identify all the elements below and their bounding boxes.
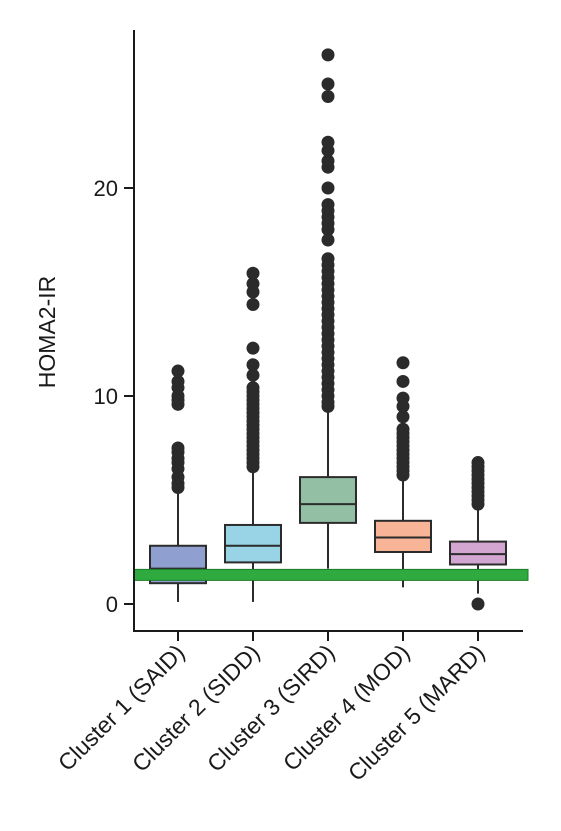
outlier-point xyxy=(171,364,185,378)
y-tick-label: 20 xyxy=(94,176,118,201)
iqr-box xyxy=(449,540,507,566)
outlier-point xyxy=(246,297,260,311)
outlier-point xyxy=(321,77,335,91)
outlier-point xyxy=(321,181,335,195)
box-group-5 xyxy=(449,456,507,611)
outlier-point xyxy=(246,358,260,372)
iqr-box xyxy=(224,523,282,564)
outlier-point xyxy=(246,266,260,280)
box-group-1 xyxy=(149,364,207,602)
boxes-layer xyxy=(149,48,507,611)
outlier-point xyxy=(321,198,335,212)
box-group-2 xyxy=(224,266,282,602)
outlier-point xyxy=(321,154,335,168)
outlier-point xyxy=(321,89,335,103)
x-tick-label: Cluster 4 (MOD) xyxy=(278,639,415,776)
outlier-point xyxy=(246,277,260,291)
x-tick-label: Cluster 5 (MARD) xyxy=(343,639,490,786)
outlier-point xyxy=(246,381,260,395)
x-tick-label: Cluster 2 (SIDD) xyxy=(127,639,265,777)
reference-band xyxy=(133,568,529,581)
iqr-box xyxy=(299,476,357,524)
outlier-point xyxy=(396,410,410,424)
axes-layer: HOMA2-IR 0 10 20 Cluster 1 (SAID)Cluster 2 … xyxy=(34,30,523,786)
y-axis-title: HOMA2-IR xyxy=(34,276,60,388)
outlier-point xyxy=(396,356,410,370)
outlier-point xyxy=(321,48,335,62)
y-tick-label: 10 xyxy=(94,384,118,409)
y-tick-label: 0 xyxy=(106,592,118,617)
x-tick-label: Cluster 1 (SAID) xyxy=(53,639,190,776)
outlier-point xyxy=(321,233,335,247)
outlier-point xyxy=(471,597,485,611)
x-tick-label: Cluster 3 (SIRD) xyxy=(202,639,340,777)
outlier-point xyxy=(396,422,410,436)
outlier-point xyxy=(396,374,410,388)
outlier-point xyxy=(321,135,335,149)
outlier-point xyxy=(171,441,185,455)
box-group-3 xyxy=(299,48,357,569)
outlier-point xyxy=(396,391,410,405)
outlier-point xyxy=(246,368,260,382)
outlier-point xyxy=(171,374,185,388)
outlier-point xyxy=(471,456,485,470)
outlier-point xyxy=(246,341,260,355)
outlier-point xyxy=(321,252,335,266)
iqr-box xyxy=(374,519,432,553)
box-group-4 xyxy=(374,356,432,588)
